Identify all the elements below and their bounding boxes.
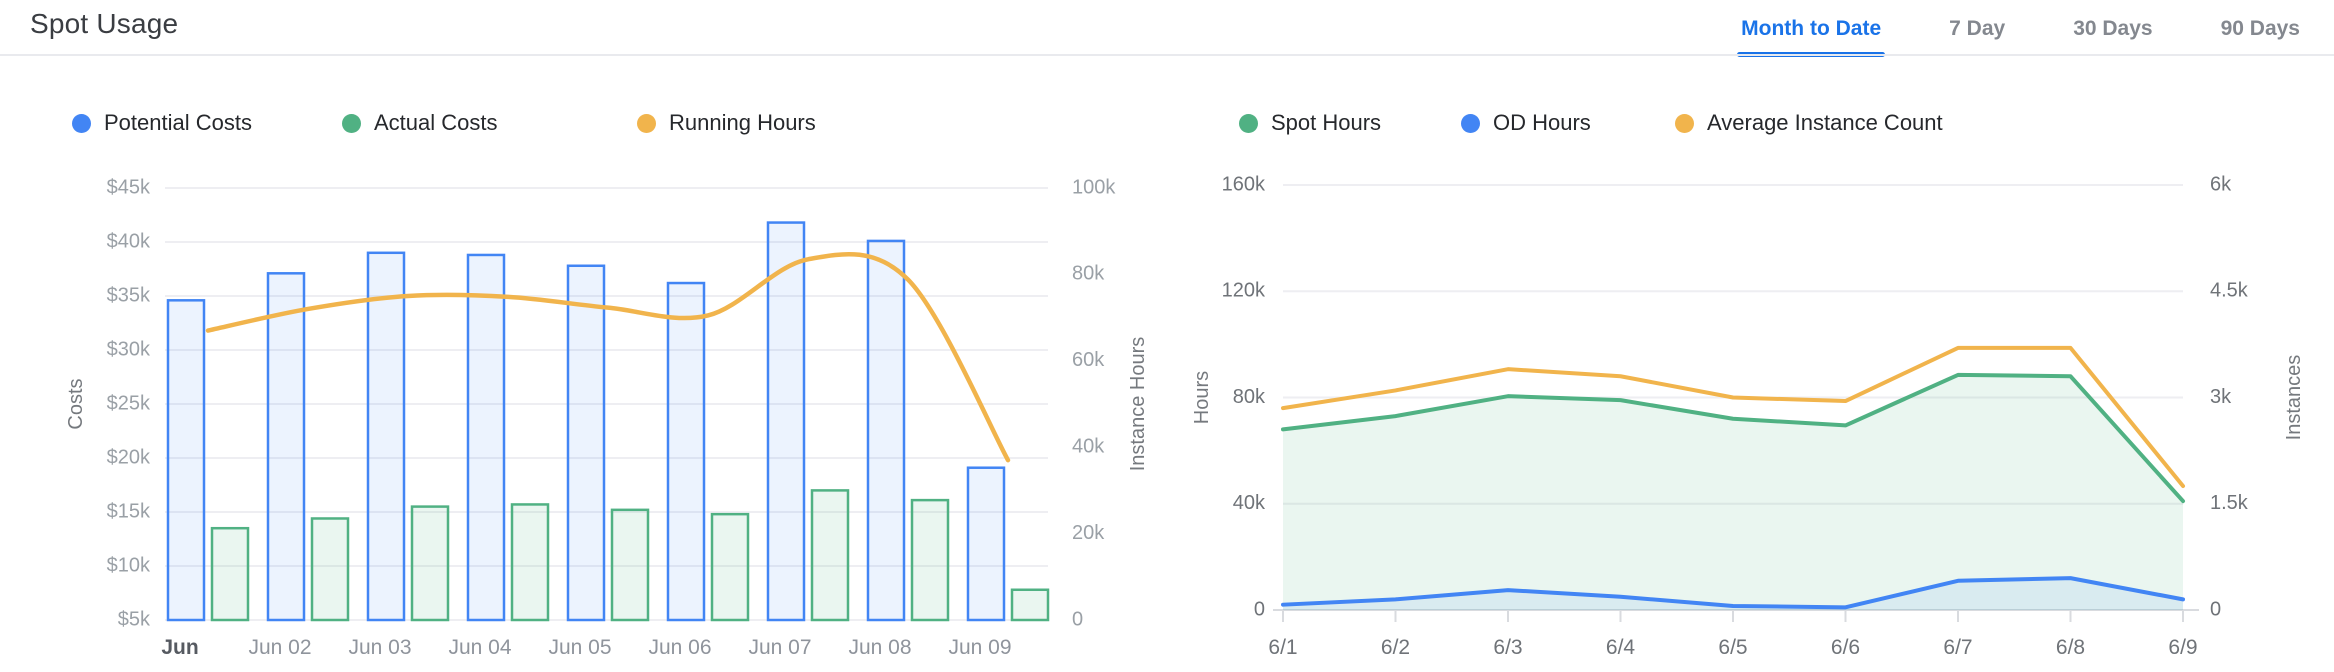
potential-costs-bar[interactable] — [466, 253, 506, 622]
legend-label: Running Hours — [669, 110, 816, 135]
right-axis-tick: 100k — [1072, 176, 1116, 198]
x-axis-label: Jun 09 — [948, 636, 1011, 659]
actual-costs-bar[interactable] — [410, 505, 450, 622]
left-axis-tick: $45k — [107, 176, 151, 198]
legend-running-hours[interactable]: Running Hours — [637, 110, 816, 136]
actual-costs-bar[interactable] — [810, 489, 850, 622]
spot-hours-area[interactable] — [1283, 374, 2183, 610]
x-axis-label: Jun 07 — [748, 636, 811, 659]
od-hours-dot-icon — [1461, 113, 1480, 133]
actual-costs-bar[interactable] — [1010, 588, 1050, 622]
x-axis-label: Jun 06 — [648, 636, 711, 659]
left-axis-tick: $40k — [107, 230, 151, 252]
legend-label: OD Hours — [1493, 110, 1591, 135]
left-axis-tick: $35k — [107, 284, 151, 306]
legend-label: Spot Hours — [1271, 110, 1382, 135]
date-range-tabs: Month to Date 7 Day 30 Days 90 Days — [1737, 4, 2302, 57]
left-axis-title: Hours — [1191, 371, 1213, 424]
potential-costs-bar[interactable] — [766, 221, 806, 622]
potential-costs-dot-icon — [72, 113, 91, 133]
header-divider — [0, 54, 2334, 56]
costs-bar-chart: $45k $40k $35k $30k $25k $20k $15k $10k $5k 100k 8… — [65, 176, 1149, 659]
left-axis-tick: $10k — [107, 554, 151, 576]
right-axis-tick: 3k — [2210, 386, 2232, 408]
right-axis-tick: 0 — [1072, 608, 1083, 630]
left-axis-tick: $20k — [107, 446, 151, 468]
x-axis-label: 6/1 — [1268, 636, 1297, 659]
x-axis-label: Jun 03 — [348, 636, 411, 659]
x-axis-label: 6/5 — [1718, 636, 1747, 659]
x-axis-label: Jun — [161, 636, 198, 659]
page-title: Spot Usage — [30, 8, 179, 39]
legend-potential-costs[interactable]: Potential Costs — [72, 110, 252, 136]
left-axis-tick: 120k — [1222, 280, 1266, 302]
x-axis-label: Jun 02 — [248, 636, 311, 659]
legend-label: Average Instance Count — [1707, 110, 1943, 135]
legend-spot-hours[interactable]: Spot Hours — [1239, 110, 1381, 136]
tab-month-to-date[interactable]: Month to Date — [1737, 4, 1886, 57]
tab-90-days[interactable]: 90 Days — [2220, 17, 2300, 40]
x-axis-label: Jun 04 — [448, 636, 511, 659]
x-axis-label: 6/2 — [1381, 636, 1410, 659]
running-hours-line[interactable] — [205, 252, 1011, 463]
potential-costs-bar[interactable] — [966, 466, 1006, 622]
right-axis-title: Instances — [2283, 355, 2305, 441]
right-axis-tick: 40k — [1072, 435, 1105, 457]
right-axis-tick: 60k — [1072, 349, 1105, 371]
actual-costs-bar[interactable] — [210, 526, 250, 622]
legend-average-instance-count[interactable]: Average Instance Count — [1675, 110, 1943, 136]
legend-od-hours[interactable]: OD Hours — [1461, 110, 1591, 136]
right-axis-title: Instance Hours — [1127, 337, 1149, 472]
right-axis-tick: 6k — [2210, 173, 2232, 195]
potential-costs-bar[interactable] — [666, 281, 706, 622]
average-instance-count-dot-icon — [1675, 113, 1694, 133]
x-axis-label: 6/9 — [2168, 636, 2197, 659]
left-axis-tick: $30k — [107, 338, 151, 360]
spot-hours-line[interactable] — [1281, 372, 2185, 504]
actual-costs-bar[interactable] — [510, 503, 550, 622]
tab-30-days[interactable]: 30 Days — [2073, 17, 2153, 40]
right-axis-tick: 4.5k — [2210, 280, 2249, 302]
usage-area-chart: 160k 120k 80k 40k 0 6k 4.5k 3k 1.5k 0 Hours Instanc… — [1191, 173, 2305, 659]
x-axis-label: Jun 05 — [548, 636, 611, 659]
legend-label: Actual Costs — [374, 110, 498, 135]
actual-costs-bar[interactable] — [610, 508, 650, 622]
x-axis-label: 6/7 — [1943, 636, 1972, 659]
right-axis-tick: 0 — [2210, 598, 2221, 620]
left-axis-tick: 0 — [1254, 598, 1265, 620]
od-hours-area[interactable] — [1283, 578, 2183, 610]
right-axis-tick: 20k — [1072, 522, 1105, 544]
x-axis-label: 6/3 — [1493, 636, 1522, 659]
x-axis-label: Jun 08 — [848, 636, 911, 659]
od-hours-line[interactable] — [1281, 576, 2185, 610]
left-axis-tick: $15k — [107, 500, 151, 522]
left-axis-tick: 80k — [1233, 386, 1266, 408]
running-hours-dot-icon — [637, 113, 656, 133]
tab-7-day[interactable]: 7 Day — [1949, 17, 2006, 40]
actual-costs-dot-icon — [342, 113, 361, 133]
right-axis-tick: 1.5k — [2210, 492, 2249, 514]
potential-costs-bar[interactable] — [266, 272, 306, 622]
legend-label: Potential Costs — [104, 110, 252, 135]
spot-hours-dot-icon — [1239, 113, 1258, 133]
right-axis-tick: 80k — [1072, 263, 1105, 285]
potential-costs-bar[interactable] — [166, 299, 206, 622]
left-axis-tick: $25k — [107, 392, 151, 414]
actual-costs-bar[interactable] — [710, 512, 750, 622]
x-axis-label: 6/6 — [1831, 636, 1860, 659]
left-axis-tick: 40k — [1233, 492, 1266, 514]
left-axis-tick: 160k — [1222, 173, 1266, 195]
x-axis-label: 6/8 — [2056, 636, 2085, 659]
x-axis-label: 6/4 — [1606, 636, 1636, 659]
left-axis-title: Costs — [65, 378, 87, 429]
average-instance-count-line[interactable] — [1281, 345, 2185, 489]
left-axis-tick: $5k — [118, 608, 151, 630]
potential-costs-bar[interactable] — [366, 251, 406, 622]
actual-costs-bar[interactable] — [910, 498, 950, 622]
legend-actual-costs[interactable]: Actual Costs — [342, 110, 498, 136]
potential-costs-bar[interactable] — [566, 264, 606, 622]
actual-costs-bar[interactable] — [310, 517, 350, 622]
potential-costs-bar[interactable] — [866, 239, 906, 622]
